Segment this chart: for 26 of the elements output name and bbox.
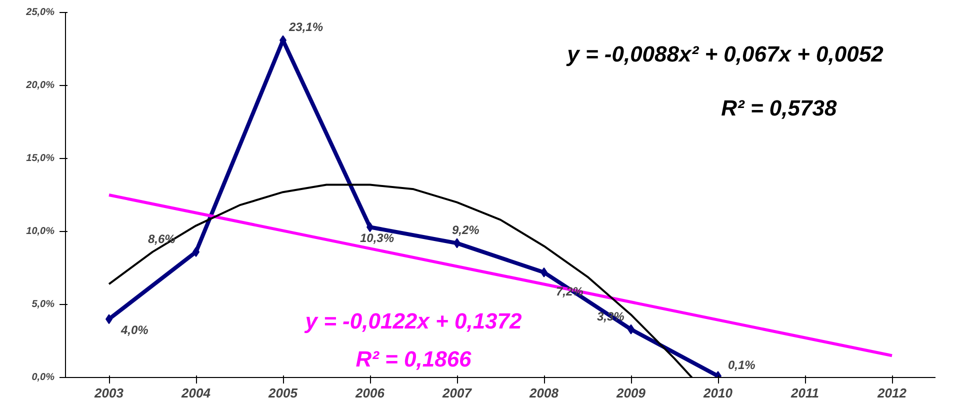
annotation: y = -0,0122x + 0,1372 (304, 308, 523, 334)
x-tick-label: 2008 (528, 386, 560, 400)
x-tick-label: 2007 (442, 386, 472, 400)
y-tick-label: 25,0% (25, 7, 55, 18)
data-label: 9,2% (452, 223, 480, 238)
annotation: R² = 0,5738 (721, 96, 838, 121)
y-tick-label: 10,0% (26, 226, 55, 237)
data-label: 8,6% (148, 232, 176, 246)
data-label: 10,3% (360, 231, 394, 246)
y-tick-label: 15,0% (26, 153, 55, 164)
annotation: y = -0,0088x² + 0,067x + 0,0052 (566, 42, 884, 67)
x-tick-label: 2003 (94, 386, 124, 400)
x-tick-label: 2005 (268, 386, 298, 400)
y-tick-label: 20,0% (25, 80, 55, 91)
x-tick-label: 2006 (354, 386, 386, 400)
x-tick-label: 2012 (876, 386, 908, 400)
y-tick-label: 5,0% (32, 299, 55, 310)
x-tick-label: 2004 (180, 386, 212, 400)
x-tick-label: 2010 (702, 386, 734, 400)
x-tick-label: 2011 (790, 386, 819, 400)
data-label: 4,0% (120, 323, 149, 338)
data-label: 0,1% (728, 358, 756, 372)
x-tick-label: 2009 (616, 386, 646, 400)
annotation: R² = 0,1866 (356, 346, 472, 372)
y-tick-label: 0,0% (32, 372, 55, 383)
data-label: 23,1% (288, 20, 324, 34)
